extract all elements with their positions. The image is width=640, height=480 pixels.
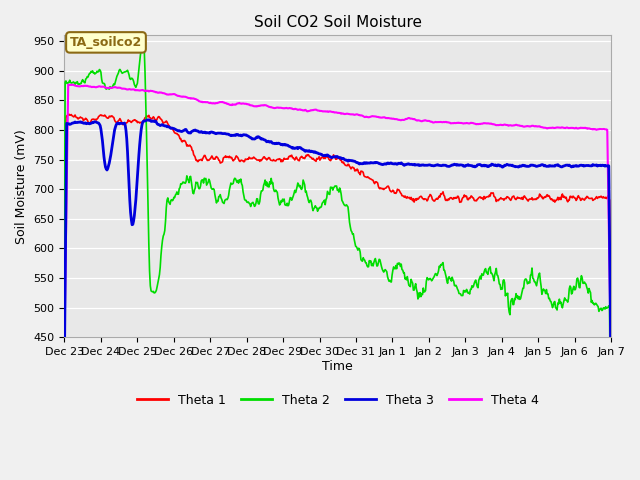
Y-axis label: Soil Moisture (mV): Soil Moisture (mV) — [15, 129, 28, 243]
X-axis label: Time: Time — [323, 360, 353, 372]
Legend: Theta 1, Theta 2, Theta 3, Theta 4: Theta 1, Theta 2, Theta 3, Theta 4 — [132, 389, 543, 412]
Title: Soil CO2 Soil Moisture: Soil CO2 Soil Moisture — [253, 15, 422, 30]
Text: TA_soilco2: TA_soilco2 — [70, 36, 142, 49]
